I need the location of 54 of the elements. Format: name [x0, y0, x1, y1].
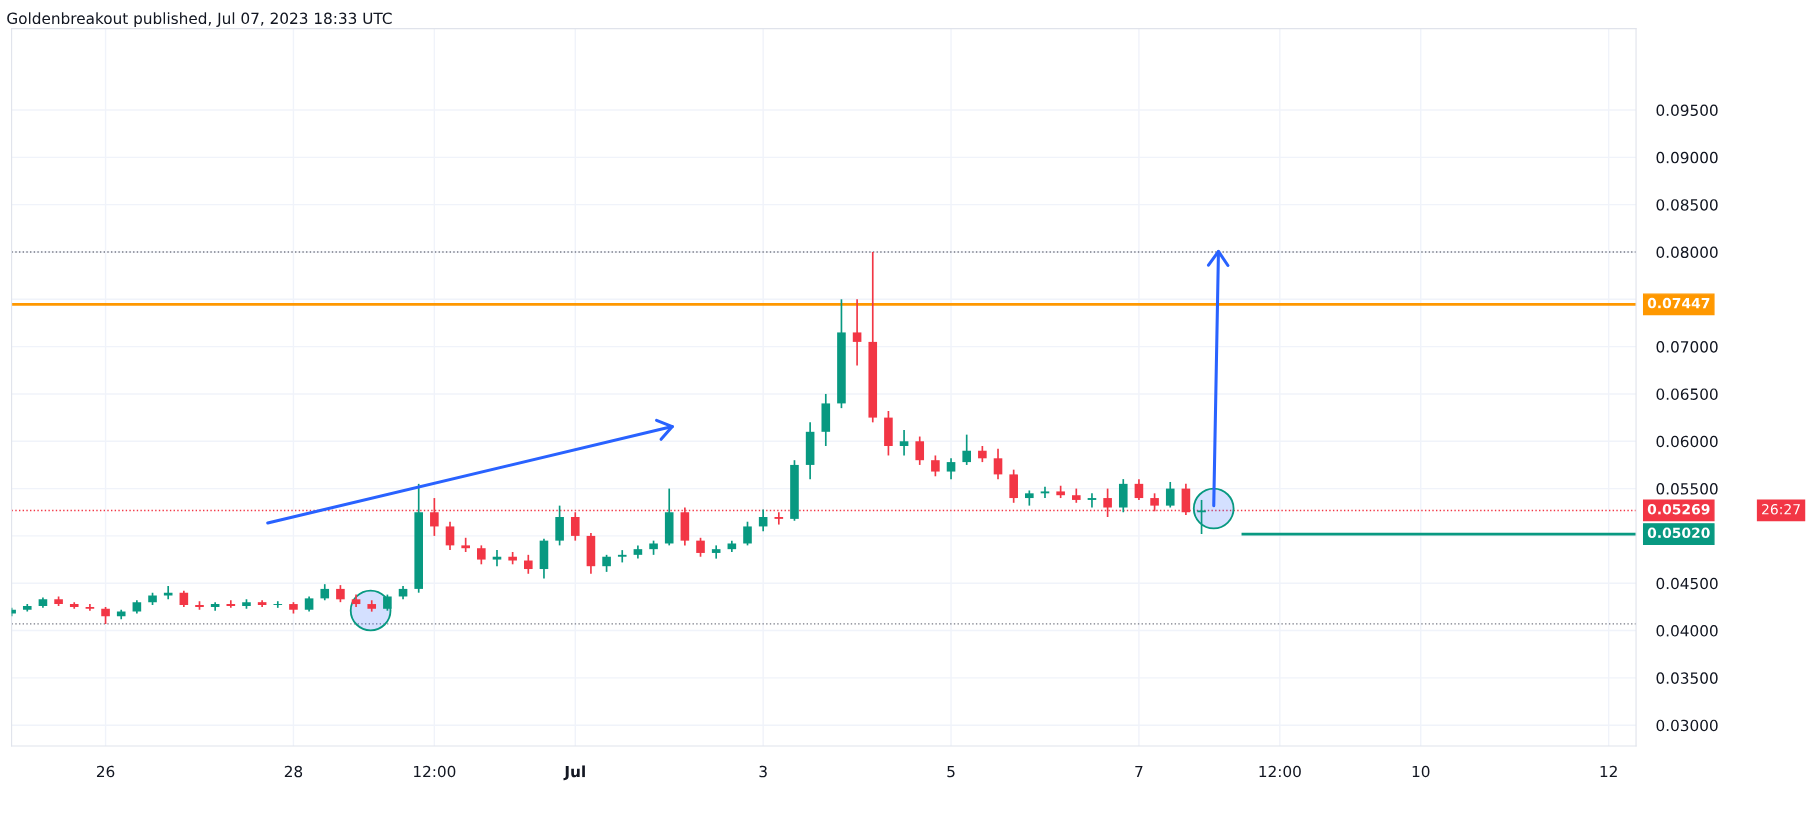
- candlestick: [946, 457, 956, 480]
- y-tick-label: 0.09500: [1656, 104, 1718, 117]
- candlestick: [85, 603, 95, 612]
- candlestick: [461, 536, 470, 553]
- y-tick-label: 0.04000: [1656, 625, 1718, 637]
- y-tick-label: 0.04500: [1656, 577, 1718, 590]
- x-tick-label: Jul: [563, 765, 585, 781]
- candlestick: [696, 536, 705, 558]
- candlestick: [931, 454, 940, 478]
- candlestick: [1118, 478, 1128, 514]
- candlestick: [993, 448, 1003, 480]
- y-tick-label: 0.08500: [1656, 199, 1718, 211]
- x-tick-label: 7: [1135, 765, 1143, 778]
- y-tick-label: 0.08000: [1656, 246, 1718, 259]
- ref-line-label: 0.05020: [1647, 527, 1710, 539]
- y-tick-label: 0.05500: [1656, 483, 1718, 495]
- candlestick: [1165, 481, 1175, 509]
- x-tick-label: 5: [947, 765, 955, 778]
- candlestick: [1009, 468, 1018, 504]
- candlestick: [523, 554, 533, 575]
- candlestick: [492, 549, 502, 568]
- candlestick: [477, 544, 486, 566]
- candlestick: [915, 435, 925, 466]
- x-tick-label: 26: [96, 765, 115, 778]
- x-tick-label: 3: [759, 765, 767, 778]
- y-tick-label: 0.06000: [1656, 435, 1718, 448]
- text: 26:27: [1762, 503, 1800, 515]
- candlestick: [743, 520, 752, 547]
- y-tick-label: 0.09000: [1656, 151, 1718, 164]
- x-tick-label: 12:00: [1259, 765, 1301, 778]
- ref-line-label: 0.05269: [1647, 503, 1710, 515]
- x-tick-label: 12: [1600, 765, 1617, 778]
- y-tick-label: 0.03500: [1656, 672, 1718, 684]
- chart-title: Goldenbreakout published, Jul 07, 2023 18:33 UTC: [7, 12, 392, 28]
- candlestick: [1134, 478, 1144, 501]
- y-tick-label: 0.07000: [1656, 341, 1718, 353]
- candlestick: [1087, 492, 1097, 509]
- x-tick-label: 10: [1412, 765, 1430, 778]
- candlestick: [711, 544, 721, 560]
- y-tick-label: 0.06500: [1656, 388, 1718, 400]
- y-tick-label: 0.03000: [1656, 719, 1718, 732]
- candlestick: [273, 600, 283, 609]
- candlestick: [445, 520, 455, 551]
- candlestick: [163, 585, 173, 601]
- candlestick: [226, 599, 236, 609]
- candlestick: [555, 504, 564, 547]
- candlestick: [1040, 485, 1050, 499]
- candlestick: [852, 298, 862, 367]
- ref-line-label: 0.07447: [1647, 297, 1710, 309]
- x-tick-label: 12:00: [414, 765, 456, 778]
- candlestick: [899, 429, 909, 457]
- candlestick: [617, 549, 627, 564]
- candlestick: [962, 433, 972, 466]
- x-tick-label: 28: [284, 765, 303, 778]
